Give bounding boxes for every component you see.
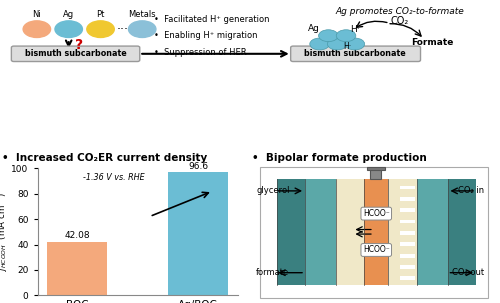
Text: HCOO⁻: HCOO⁻ (363, 245, 390, 255)
Text: bismuth subcarbonate: bismuth subcarbonate (304, 49, 406, 58)
Circle shape (328, 38, 347, 50)
Circle shape (310, 38, 330, 50)
Text: •  Facilitated H⁺ generation: • Facilitated H⁺ generation (154, 15, 270, 24)
Bar (276, 179, 305, 285)
FancyBboxPatch shape (12, 46, 140, 62)
Text: CO₂ out: CO₂ out (452, 268, 484, 277)
Text: H·: H· (350, 25, 360, 34)
Bar (416, 179, 448, 285)
Text: •  Increased CO₂ER current density: • Increased CO₂ER current density (2, 152, 208, 163)
Text: CO₂ in: CO₂ in (458, 186, 484, 195)
Text: HCOO⁻: HCOO⁻ (363, 209, 390, 218)
Circle shape (336, 30, 356, 42)
Bar (364, 179, 388, 285)
Bar (400, 197, 415, 201)
Y-axis label: $j_{HCOOH}$  (mA cm$^{-2}$): $j_{HCOOH}$ (mA cm$^{-2}$) (0, 192, 10, 271)
Bar (336, 179, 416, 285)
Text: •  Enabling H⁺ migration: • Enabling H⁺ migration (154, 31, 258, 40)
Text: Formate: Formate (411, 38, 454, 47)
Text: CO₂: CO₂ (390, 16, 408, 26)
Text: Metals: Metals (128, 10, 156, 19)
Bar (400, 242, 415, 246)
Circle shape (55, 21, 82, 38)
Bar (400, 220, 415, 224)
FancyBboxPatch shape (0, 2, 499, 154)
Bar (448, 179, 476, 285)
Text: glycerol: glycerol (256, 186, 290, 195)
Text: bismuth subcarbonate: bismuth subcarbonate (24, 49, 127, 58)
Circle shape (23, 21, 50, 38)
Text: •  Suppression of HER: • Suppression of HER (154, 48, 247, 57)
Text: Ni: Ni (32, 10, 41, 19)
Text: 96.6: 96.6 (188, 162, 208, 171)
Bar (400, 276, 415, 280)
FancyBboxPatch shape (290, 46, 420, 62)
Text: -1.36 V vs. RHE: -1.36 V vs. RHE (83, 173, 144, 182)
Bar (367, 167, 384, 170)
Bar (400, 185, 415, 189)
Text: ···: ··· (116, 23, 128, 36)
Bar (400, 208, 415, 212)
Text: Ag promotes CO₂-to-formate: Ag promotes CO₂-to-formate (335, 7, 464, 16)
Text: 42.08: 42.08 (64, 231, 90, 240)
Bar (400, 254, 415, 258)
Bar (168, 172, 228, 295)
Text: Ag: Ag (308, 24, 320, 33)
Circle shape (318, 30, 338, 42)
Text: ?: ? (76, 38, 84, 52)
Text: Pt: Pt (96, 10, 104, 19)
FancyBboxPatch shape (260, 167, 488, 298)
Text: Ag: Ag (63, 10, 74, 19)
Circle shape (87, 21, 115, 38)
Bar (46, 242, 107, 295)
Bar (305, 179, 336, 285)
Circle shape (128, 21, 156, 38)
Circle shape (345, 38, 364, 50)
Text: H·: H· (343, 42, 351, 51)
Text: formate: formate (256, 268, 290, 277)
Bar (400, 265, 415, 269)
Bar (400, 231, 415, 235)
Bar (370, 168, 381, 179)
Text: •  Bipolar formate production: • Bipolar formate production (252, 152, 427, 163)
